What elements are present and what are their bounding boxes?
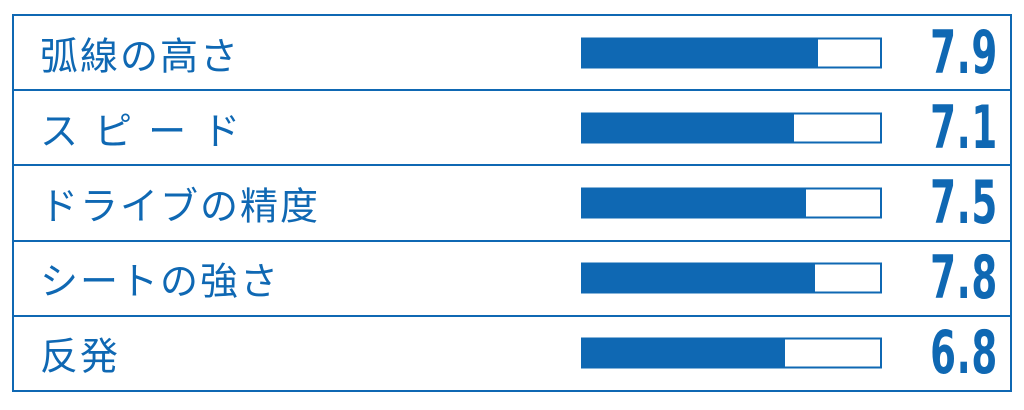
rating-bar-fill bbox=[583, 189, 806, 217]
rating-value: 7.5 bbox=[930, 168, 998, 238]
rating-value: 6.8 bbox=[930, 318, 998, 389]
rating-value: 7.1 bbox=[930, 92, 998, 163]
category-label: シートの強さ bbox=[40, 259, 281, 304]
rating-bar-fill bbox=[583, 39, 818, 67]
rating-bar-fill bbox=[583, 264, 815, 292]
rating-bar bbox=[581, 187, 882, 219]
rating-bar bbox=[581, 112, 882, 144]
category-label: ス ピ ー ド bbox=[40, 109, 243, 154]
rating-value: 7.9 bbox=[930, 17, 998, 88]
chart-row-rebound: 反発 6.8 bbox=[14, 317, 1010, 390]
chart-row-drive-accuracy: ドライブの精度 7.5 bbox=[14, 166, 1010, 242]
rating-bar bbox=[581, 262, 882, 294]
rating-bar bbox=[581, 37, 882, 69]
rating-bar bbox=[581, 337, 882, 369]
chart-row-sheet-strength: シートの強さ 7.8 bbox=[14, 242, 1010, 317]
rating-chart: 弧線の高さ 7.9 ス ピ ー ド 7.1 ドライブの精度 7.5 シートの強さ… bbox=[12, 14, 1012, 392]
chart-row-speed: ス ピ ー ド 7.1 bbox=[14, 91, 1010, 167]
category-label: 反発 bbox=[40, 334, 121, 379]
rating-value: 7.8 bbox=[930, 243, 998, 314]
category-label: 弧線の高さ bbox=[40, 34, 241, 79]
rating-bar-fill bbox=[583, 114, 794, 142]
category-label: ドライブの精度 bbox=[40, 184, 321, 229]
chart-row-arc-height: 弧線の高さ 7.9 bbox=[14, 16, 1010, 92]
rating-bar-fill bbox=[583, 339, 785, 367]
